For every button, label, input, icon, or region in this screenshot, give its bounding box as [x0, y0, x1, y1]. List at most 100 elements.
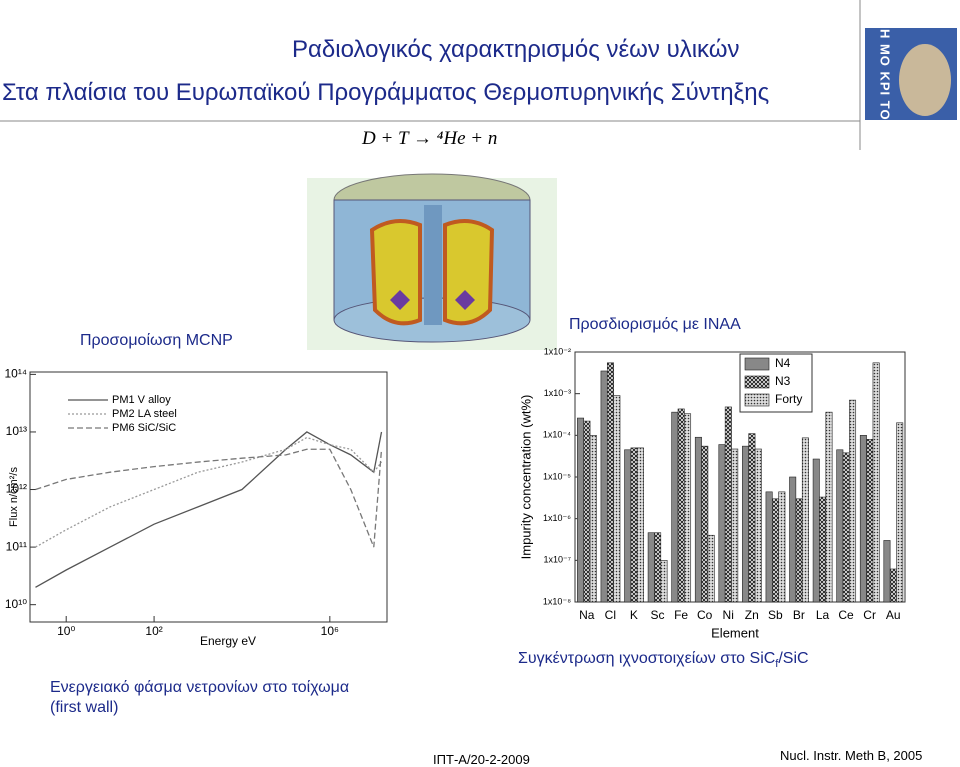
- bar: [748, 433, 756, 603]
- y-tick-label: 1x10⁻⁸: [543, 596, 571, 606]
- y-axis-title: Impurity concentration (wt%): [518, 395, 533, 560]
- y-tick-label: 10¹⁰: [5, 597, 27, 611]
- footer-right: Nucl. Instr. Meth B, 2005: [780, 748, 923, 763]
- x-tick-label: Ni: [723, 608, 734, 622]
- bar: [819, 496, 827, 603]
- y-tick-label: 10¹³: [6, 424, 27, 438]
- caption-subscript: f: [775, 658, 779, 671]
- x-tick-label: La: [816, 608, 830, 622]
- subtitle: Στα πλαίσια του Ευρωπαϊκού Προγράμματος …: [2, 79, 770, 106]
- bar: [778, 491, 786, 603]
- y-tick-label: 1x10⁻⁴: [543, 430, 571, 440]
- bar: [789, 476, 797, 603]
- bar: [731, 448, 739, 603]
- legend-swatch: [744, 357, 770, 371]
- bar: [825, 411, 833, 603]
- plot-frame: [29, 371, 388, 623]
- y-tick-label: 10¹²: [6, 482, 27, 496]
- bar: [606, 362, 614, 603]
- legend-label: Forty: [775, 392, 802, 406]
- bar: [842, 452, 850, 603]
- y-tick-label: 1x10⁻⁶: [543, 513, 571, 523]
- bar: [812, 458, 820, 603]
- legend-label: PM1 V alloy: [112, 394, 171, 406]
- bar: [577, 417, 585, 603]
- x-tick-label: Na: [579, 608, 595, 622]
- equation: D + T → ⁴He + n: [362, 128, 498, 149]
- legend-label: N3: [775, 374, 791, 388]
- bar: [849, 399, 857, 603]
- bar: [636, 447, 644, 603]
- x-tick-label: Sc: [650, 608, 664, 622]
- bar: [801, 437, 809, 603]
- y-tick-label: 1x10⁻⁵: [543, 471, 571, 481]
- caption-right: Συγκέντρωση ιχνοστοιχείων στο SiCf/SiC: [518, 650, 809, 670]
- x-tick-label: 10²: [145, 624, 162, 638]
- bar: [624, 449, 632, 603]
- bar: [872, 362, 880, 603]
- legend-swatch: [744, 375, 770, 389]
- legend-label: N4: [775, 356, 791, 370]
- bar: [718, 444, 726, 603]
- x-tick-label: 10⁰: [57, 624, 75, 638]
- x-tick-label: Fe: [674, 608, 688, 622]
- bar: [600, 370, 608, 603]
- bar: [896, 422, 904, 603]
- x-axis-title: Element: [711, 625, 759, 640]
- flux-line: [35, 431, 383, 588]
- y-tick-label: 10¹⁴: [5, 367, 28, 381]
- y-tick-label: 1x10⁻²: [544, 346, 571, 356]
- legend-label: PM6 SiC/SiC: [112, 422, 176, 434]
- caption-left: Ενεργειακό φάσμα νετρονίων στο τοίχωμα (…: [50, 679, 350, 716]
- y-tick-label: 1x10⁻⁷: [543, 555, 571, 565]
- x-tick-label: Co: [697, 608, 713, 622]
- label-right: Προσδιορισμός με INAA: [569, 316, 741, 333]
- legend-label: PM2 LA steel: [112, 408, 177, 420]
- bar: [742, 445, 750, 603]
- x-tick-label: Cl: [605, 608, 616, 622]
- label-left: Προσομοίωση MCNP: [80, 332, 233, 349]
- bar: [795, 498, 803, 603]
- bar: [883, 540, 891, 603]
- y-axis-title: Flux n/cm²/s: [8, 467, 20, 527]
- bar: [677, 408, 685, 603]
- x-tick-label: Cr: [863, 608, 876, 622]
- bar: [660, 560, 668, 603]
- bar: [859, 435, 867, 603]
- x-tick-label: Br: [793, 608, 805, 622]
- bar: [589, 435, 597, 603]
- x-axis-title: Energy eV: [200, 634, 256, 648]
- bar: [671, 411, 679, 603]
- bar: [771, 498, 779, 603]
- bar: [694, 436, 702, 603]
- bar: [654, 532, 662, 603]
- bar: [866, 439, 874, 603]
- y-tick-label: 10¹¹: [6, 539, 27, 553]
- x-tick-label: Sb: [768, 608, 783, 622]
- legend-swatch: [744, 393, 770, 407]
- x-tick-label: 10⁶: [321, 624, 339, 638]
- x-tick-label: Zn: [745, 608, 759, 622]
- bar: [724, 406, 732, 603]
- title: Ραδιολογικός χαρακτηρισμός νέων υλικών: [292, 36, 740, 63]
- bar: [754, 448, 762, 603]
- footer-center: ΙΠΤ-Α/20-2-2009: [433, 752, 530, 767]
- bar: [889, 568, 897, 603]
- bar: [583, 420, 591, 603]
- bar: [707, 534, 715, 603]
- bar: [765, 491, 773, 603]
- flux-line: [35, 436, 383, 548]
- caption-text: Συγκέντρωση ιχνοστοιχείων στο SiC: [518, 650, 776, 667]
- bar: [630, 447, 638, 603]
- bar: [701, 445, 709, 603]
- flux-line: [35, 448, 383, 548]
- bar: [836, 449, 844, 603]
- bar: [647, 532, 655, 603]
- y-tick-label: 1x10⁻³: [544, 388, 571, 398]
- tokamak-image: [307, 173, 557, 350]
- legend-box: [739, 353, 813, 413]
- caption-text: /SiC: [778, 650, 809, 667]
- logo: ΔΗ ΜΟ ΚΡΙ ΤΟΣ: [865, 19, 957, 129]
